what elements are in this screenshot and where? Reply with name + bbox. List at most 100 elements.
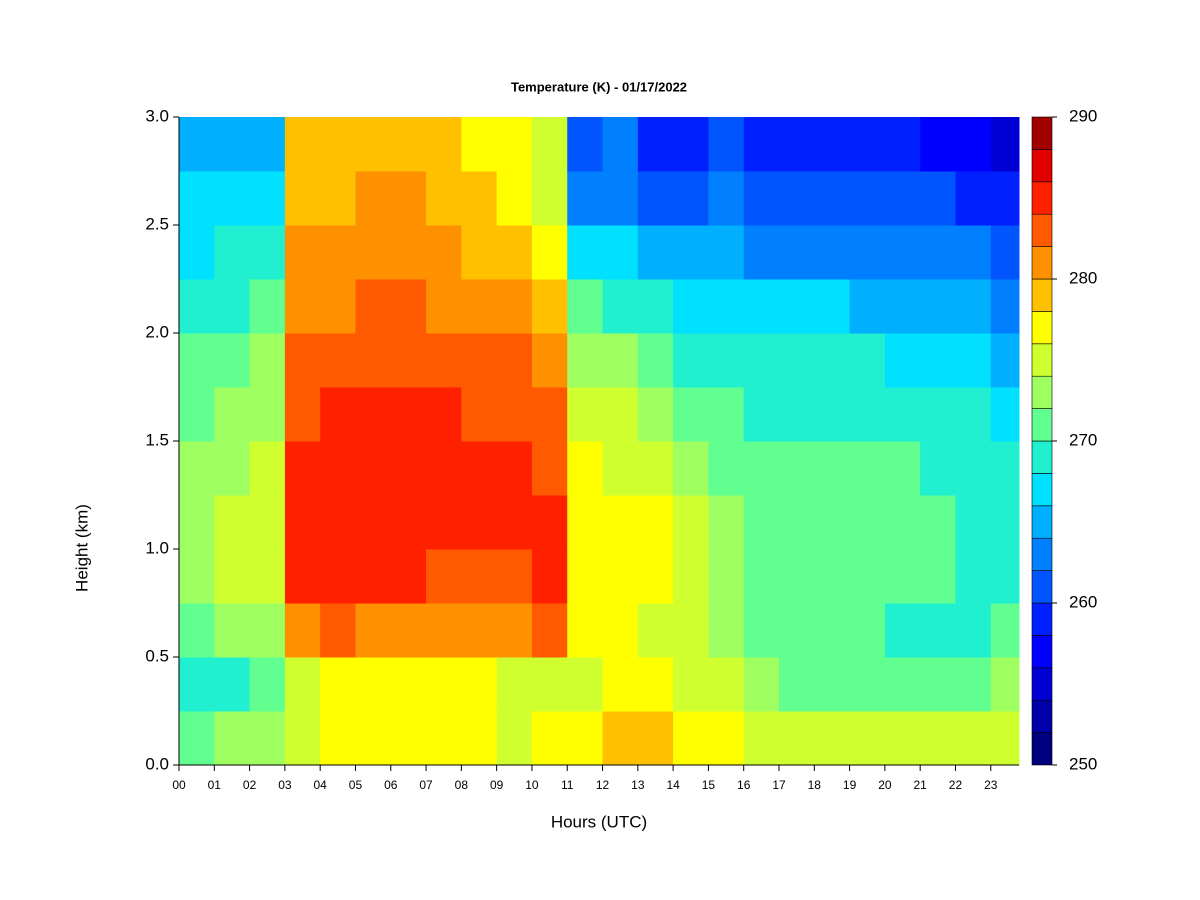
- heatmap-cell: [884, 603, 921, 658]
- heatmap-cell: [531, 279, 568, 334]
- heatmap-cell: [743, 279, 780, 334]
- heatmap-cell: [955, 117, 992, 172]
- heatmap-cell: [461, 387, 498, 442]
- y-tick-label: 1.5: [145, 430, 169, 449]
- heatmap-cell: [955, 387, 992, 442]
- heatmap-cell: [779, 225, 815, 280]
- heatmap-cell: [531, 495, 568, 550]
- heatmap-cell: [920, 603, 956, 658]
- heatmap-cell: [249, 441, 286, 496]
- heatmap-cell: [602, 495, 639, 550]
- heatmap-cell: [496, 279, 533, 334]
- x-tick-label: 18: [808, 778, 822, 792]
- heatmap-cell: [426, 495, 462, 550]
- heatmap-cell: [814, 117, 851, 172]
- heatmap-cell: [567, 333, 604, 388]
- heatmap-cell: [284, 387, 321, 442]
- heatmap-cell: [814, 495, 851, 550]
- x-tick-label: 23: [984, 778, 998, 792]
- heatmap-cell: [955, 657, 992, 712]
- heatmap-cell: [531, 225, 568, 280]
- heatmap-cell: [426, 711, 462, 766]
- heatmap-cell: [708, 279, 745, 334]
- colorbar-swatch: [1031, 505, 1053, 539]
- heatmap-cell: [390, 603, 427, 658]
- heatmap-cell: [284, 279, 321, 334]
- heatmap-cell: [814, 387, 851, 442]
- heatmap-cell: [426, 333, 462, 388]
- colorbar-swatch: [1031, 149, 1053, 183]
- colorbar-swatch: [1031, 537, 1053, 571]
- heatmap-cell: [955, 225, 992, 280]
- heatmap-cell: [355, 495, 392, 550]
- x-tick-label: 03: [278, 778, 292, 792]
- heatmap-cell: [920, 711, 956, 766]
- heatmap-cell: [496, 117, 533, 172]
- heatmap-cell: [814, 171, 851, 226]
- heatmap-cell: [708, 333, 745, 388]
- heatmap-cell: [955, 711, 992, 766]
- heatmap-cell: [779, 711, 815, 766]
- colorbar-swatch: [1031, 699, 1053, 733]
- heatmap-cell: [602, 603, 639, 658]
- x-tick-label: 07: [419, 778, 433, 792]
- heatmap-cell: [708, 711, 745, 766]
- heatmap-cell: [849, 441, 886, 496]
- x-tick-label: 05: [349, 778, 363, 792]
- heatmap-cell: [284, 225, 321, 280]
- heatmap-cell: [531, 171, 568, 226]
- x-tick-label: 11: [561, 778, 574, 792]
- colorbar-swatch: [1031, 311, 1053, 345]
- heatmap-cell: [567, 603, 604, 658]
- heatmap-cell: [743, 441, 780, 496]
- heatmap-cell: [779, 657, 815, 712]
- x-tick-label: 09: [490, 778, 504, 792]
- heatmap-cell: [567, 441, 604, 496]
- heatmap-cell: [355, 711, 392, 766]
- heatmap-cell: [602, 549, 639, 604]
- heatmap-cell: [390, 117, 427, 172]
- heatmap-cell: [884, 495, 921, 550]
- heatmap-cell: [284, 549, 321, 604]
- colorbar-swatch: [1031, 343, 1053, 377]
- heatmap-cell: [496, 441, 533, 496]
- heatmap-cell: [355, 117, 392, 172]
- heatmap-cell: [743, 657, 780, 712]
- heatmap-cell: [390, 495, 427, 550]
- heatmap-cell: [884, 441, 921, 496]
- heatmap-cell: [426, 171, 462, 226]
- x-tick-label: 16: [737, 778, 751, 792]
- heatmap-cell: [814, 657, 851, 712]
- heatmap-cell: [637, 279, 674, 334]
- heatmap-cell: [567, 225, 604, 280]
- heatmap-cell: [708, 387, 745, 442]
- heatmap-cell: [390, 387, 427, 442]
- heatmap-cell: [708, 441, 745, 496]
- heatmap-cell: [779, 603, 815, 658]
- x-tick-label: 04: [313, 778, 327, 792]
- heatmap-cell: [390, 171, 427, 226]
- heatmap-cell: [708, 171, 745, 226]
- heatmap-cell: [814, 549, 851, 604]
- heatmap-cell: [602, 117, 639, 172]
- heatmap-cell: [320, 387, 356, 442]
- heatmap-cell: [920, 387, 956, 442]
- heatmap-cell: [779, 387, 815, 442]
- heatmap-cell: [673, 387, 709, 442]
- heatmap-cell: [849, 603, 886, 658]
- heatmap-cell: [884, 711, 921, 766]
- heatmap-cell: [955, 603, 992, 658]
- heatmap-cell: [249, 171, 286, 226]
- colorbar-swatch: [1031, 246, 1053, 280]
- heatmap-cell: [920, 549, 956, 604]
- heatmap-cell: [214, 711, 251, 766]
- heatmap-cell: [673, 603, 709, 658]
- heatmap-cell: [179, 225, 215, 280]
- heatmap-cell: [426, 603, 462, 658]
- heatmap-cell: [955, 171, 992, 226]
- heatmap-cell: [426, 387, 462, 442]
- heatmap-cell: [637, 171, 674, 226]
- heatmap-cell: [567, 549, 604, 604]
- heatmap-cell: [884, 333, 921, 388]
